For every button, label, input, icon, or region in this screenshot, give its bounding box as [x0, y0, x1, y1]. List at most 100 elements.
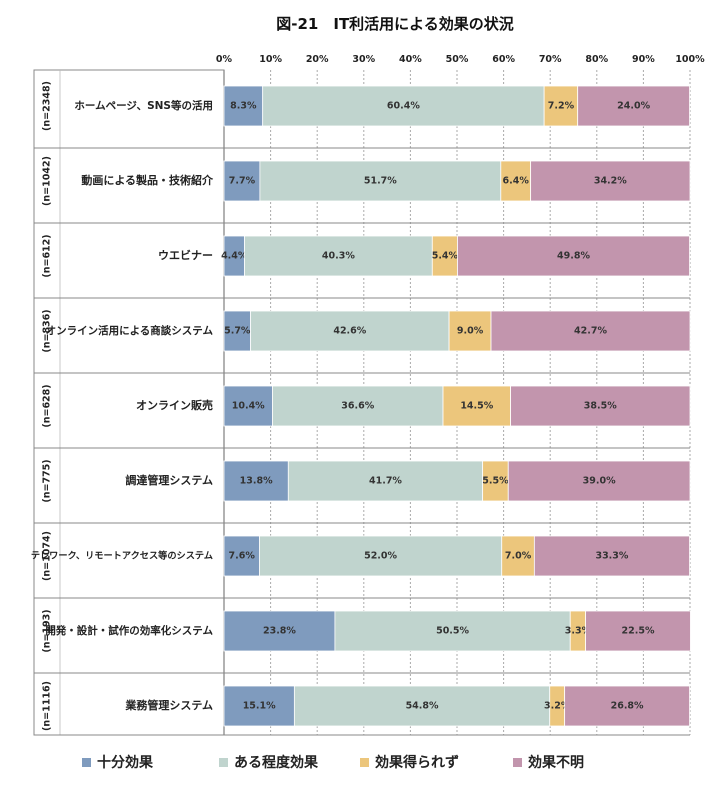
data-label: 41.7%: [369, 476, 402, 487]
data-label: 5.7%: [224, 326, 251, 337]
legend-swatch: [513, 758, 522, 767]
bar-segment: [564, 685, 690, 727]
data-label: 42.6%: [333, 326, 366, 337]
x-tick-labels: 0% 10% 20% 30% 40% 50% 60% 70% 80% 90% 100%: [216, 54, 705, 65]
n-label: (n=775): [42, 459, 53, 502]
legend-label: ある程度効果: [234, 754, 319, 771]
data-label: 4.4%: [221, 251, 248, 262]
bar-segment: [223, 535, 260, 577]
n-label: (n=1116): [42, 681, 53, 731]
bar-segment: [223, 85, 264, 127]
n-label: (n=1042): [42, 156, 53, 206]
legend-label: 十分効果: [97, 754, 154, 771]
data-label: 3.3%: [565, 626, 592, 637]
bar-segment: [259, 160, 502, 202]
data-label: 33.3%: [595, 551, 628, 562]
data-label: 49.8%: [557, 251, 590, 262]
category-label: ウエビナー: [158, 248, 213, 262]
bar-segment: [223, 310, 251, 352]
bar-segment: [259, 535, 503, 577]
category-frames: (n=2348) ホームページ、SNS等の活用 (n=1042) 動画による製品・技術…: [31, 69, 690, 736]
x-tick-label: 70%: [539, 54, 562, 65]
data-label: 10.4%: [232, 401, 265, 412]
x-tick-label: 90%: [632, 54, 655, 65]
n-label: (n=2348): [42, 81, 53, 131]
legend: 十分効果 ある程度効果 効果得られず 効果不明: [82, 754, 584, 771]
data-label: 9.0%: [457, 326, 484, 337]
data-label: 7.0%: [505, 551, 532, 562]
data-label: 51.7%: [364, 176, 397, 187]
n-label: (n=628): [42, 384, 53, 427]
bar-segment: [223, 385, 273, 427]
category-label: 業務管理システム: [124, 698, 213, 712]
x-tick-label: 100%: [675, 54, 705, 65]
data-label: 34.2%: [594, 176, 627, 187]
category-label: テレワーク、リモートアクセス等のシステム: [31, 550, 213, 562]
bar-segment: [507, 460, 691, 502]
x-tick-label: 60%: [492, 54, 515, 65]
data-label: 39.0%: [583, 476, 616, 487]
x-tick-label: 20%: [306, 54, 329, 65]
bar-segment: [262, 85, 545, 127]
bar-segment: [533, 535, 690, 577]
bar-segment: [223, 685, 295, 727]
bar-segment: [223, 160, 261, 202]
legend-swatch: [360, 758, 369, 767]
category-label: 動画による製品・技術紹介: [81, 173, 214, 187]
data-label: 22.5%: [622, 626, 655, 637]
data-label: 52.0%: [364, 551, 397, 562]
bar-segment: [223, 610, 336, 652]
legend-swatch: [219, 758, 228, 767]
bar-segment: [244, 235, 433, 277]
x-tick-label: 50%: [446, 54, 469, 65]
data-label: 36.6%: [341, 401, 374, 412]
legend-label: 効果得られず: [375, 754, 459, 771]
bar-segment: [457, 235, 690, 277]
legend-label: 効果不明: [528, 754, 584, 771]
bar-segment: [482, 460, 509, 502]
bars: 8.3% 60.4% 7.2% 24.0% 7.7% 51.7% 6.4% 34.2% 4.4%…: [221, 85, 691, 727]
bar-segment: [510, 385, 691, 427]
data-label: 7.6%: [229, 551, 256, 562]
data-label: 42.7%: [574, 326, 607, 337]
data-label: 7.2%: [548, 101, 575, 112]
data-label: 5.5%: [482, 476, 509, 487]
data-label: 38.5%: [584, 401, 617, 412]
x-tick-label: 0%: [216, 54, 233, 65]
n-label: (n=193): [42, 609, 53, 652]
x-tick-label: 40%: [399, 54, 422, 65]
data-label: 23.8%: [263, 626, 296, 637]
data-label: 40.3%: [322, 251, 355, 262]
x-tick-label: 80%: [585, 54, 608, 65]
data-label: 13.8%: [240, 476, 273, 487]
bar-segment: [530, 160, 691, 202]
chart-title: 図-21 IT利活用による効果の状況: [276, 15, 513, 33]
bar-segment: [577, 85, 690, 127]
bar-segment: [448, 310, 492, 352]
n-label: (n=836): [42, 309, 53, 352]
category-label: 開発・設計・試作の効率化システム: [45, 624, 213, 637]
data-label: 8.3%: [230, 101, 257, 112]
bar-segment: [442, 385, 511, 427]
data-label: 6.4%: [503, 176, 530, 187]
data-label: 14.5%: [460, 401, 493, 412]
x-tick-label: 10%: [259, 54, 282, 65]
data-label: 3.2%: [544, 701, 571, 712]
data-label: 15.1%: [243, 701, 276, 712]
n-label: (n=1074): [42, 531, 53, 581]
bar-segment: [585, 610, 691, 652]
data-label: 5.4%: [432, 251, 459, 262]
data-label: 54.8%: [406, 701, 439, 712]
category-label: 調達管理システム: [125, 473, 213, 487]
legend-swatch: [82, 758, 91, 767]
x-tick-label: 30%: [352, 54, 375, 65]
category-label: ホームページ、SNS等の活用: [74, 99, 213, 112]
data-label: 60.4%: [387, 101, 420, 112]
data-label: 26.8%: [611, 701, 644, 712]
n-label: (n=612): [42, 234, 53, 277]
category-label: オンライン販売: [136, 398, 213, 412]
data-label: 7.7%: [229, 176, 256, 187]
bar-segment: [250, 310, 450, 352]
bar-segment: [490, 310, 691, 352]
